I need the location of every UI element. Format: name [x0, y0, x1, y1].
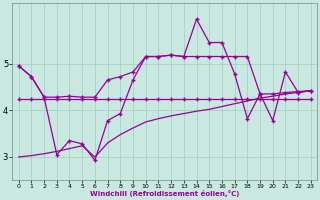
X-axis label: Windchill (Refroidissement éolien,°C): Windchill (Refroidissement éolien,°C) [90, 190, 239, 197]
